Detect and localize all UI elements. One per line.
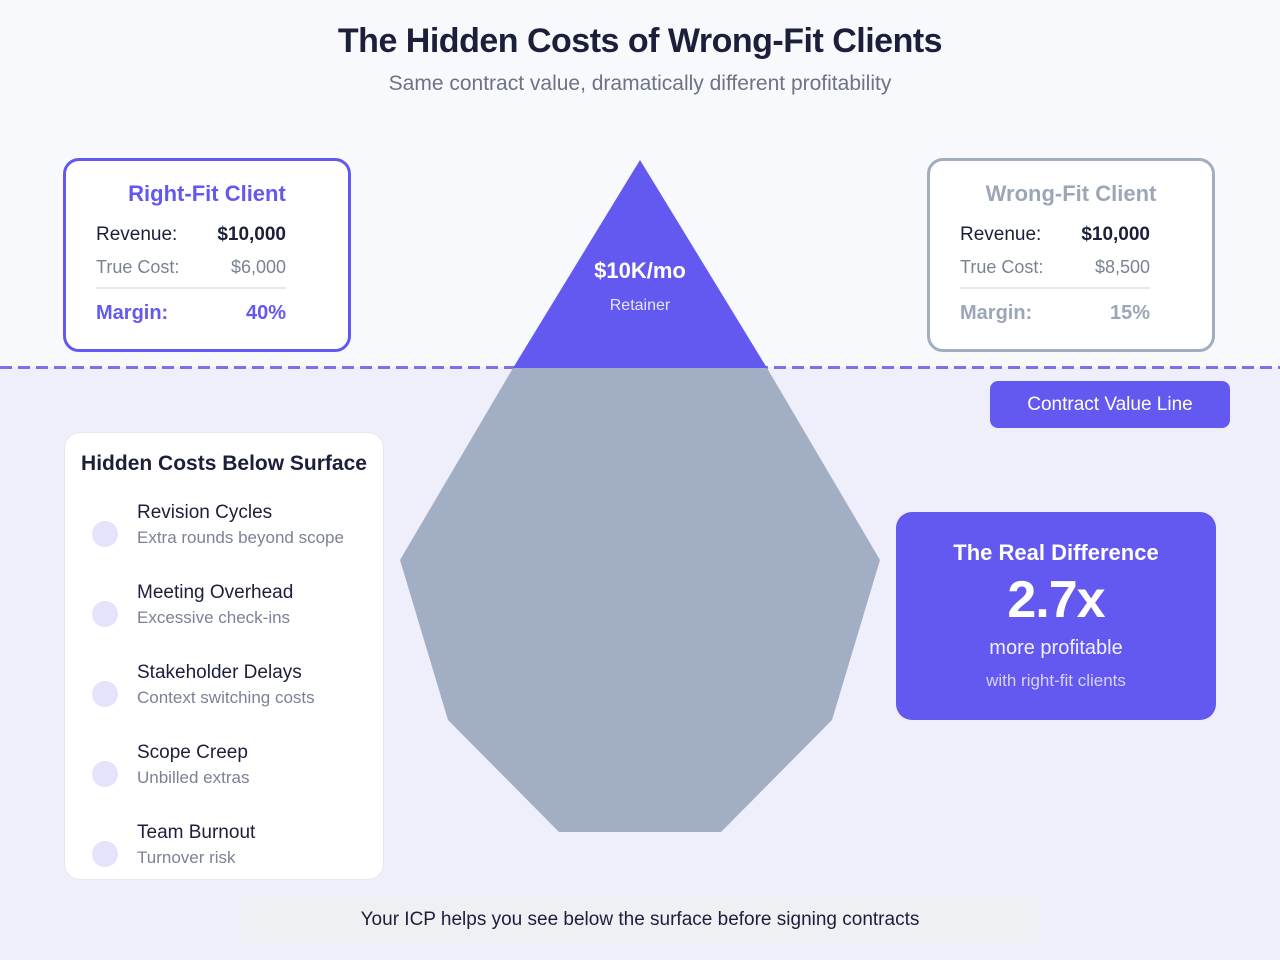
tip-value: $10K/mo [594,258,686,283]
margin-label: Margin: [960,302,1033,324]
hidden-costs-panel: Hidden Costs Below Surface Revision Cycl… [64,432,384,880]
wrong-fit-margin-row: Margin: 15% [960,302,1150,325]
revenue-value: $10,000 [1081,224,1150,245]
cost-description: Unbilled extras [137,768,250,787]
revenue-label: Revenue: [96,224,178,245]
list-item: Team Burnout Turnover risk [65,822,383,882]
cost-description: Turnover risk [137,848,236,867]
cost-description: Context switching costs [137,688,315,707]
right-fit-card: Right-Fit Client Revenue: $10,000 True C… [63,158,351,352]
cost-label: True Cost: [96,257,180,277]
list-item: Scope Creep Unbilled extras [65,742,383,802]
right-fit-revenue-row: Revenue: $10,000 [96,224,286,246]
right-fit-title: Right-Fit Client [128,181,286,206]
contract-value-line-label: Contract Value Line [990,381,1230,428]
cost-name: Meeting Overhead [137,582,294,603]
cost-value: $6,000 [230,257,286,277]
list-item: Stakeholder Delays Context switching cos… [65,662,383,722]
card-divider [96,287,286,289]
right-fit-margin-row: Margin: 40% [96,302,286,325]
list-item: Meeting Overhead Excessive check-ins [65,582,383,642]
revenue-label: Revenue: [960,224,1042,245]
margin-value: 40% [245,302,286,324]
page-subtitle: Same contract value, dramatically differ… [388,72,892,95]
cost-description: Extra rounds beyond scope [137,528,344,547]
bullet-dot-icon [92,681,118,707]
card-divider [960,287,1150,289]
difference-note: with right-fit clients [986,671,1126,690]
bullet-dot-icon [92,761,118,787]
difference-subtitle: more profitable [989,637,1123,659]
cost-name: Revision Cycles [137,502,273,523]
wrong-fit-cost-row: True Cost: $8,500 [960,257,1150,278]
bullet-dot-icon [92,601,118,627]
footer-note: Your ICP helps you see below the surface… [240,896,1040,944]
difference-value: 2.7x [1007,571,1105,629]
revenue-value: $10,000 [217,224,286,245]
hidden-costs-title: Hidden Costs Below Surface [81,452,367,475]
cost-name: Stakeholder Delays [137,662,302,683]
wrong-fit-title: Wrong-Fit Client [985,181,1157,206]
cost-value: $8,500 [1094,257,1150,277]
list-item: Revision Cycles Extra rounds beyond scop… [65,502,383,562]
iceberg-underwater [400,368,880,832]
wrong-fit-card: Wrong-Fit Client Revenue: $10,000 True C… [927,158,1215,352]
page-title: The Hidden Costs of Wrong-Fit Clients [337,22,943,60]
iceberg-tip [513,160,767,368]
bullet-dot-icon [92,521,118,547]
cost-name: Team Burnout [137,822,256,843]
wrong-fit-revenue-row: Revenue: $10,000 [960,224,1150,246]
bullet-dot-icon [92,841,118,867]
cost-name: Scope Creep [137,742,248,763]
cost-description: Excessive check-ins [137,608,291,627]
real-difference-card: The Real Difference 2.7x more profitable… [896,512,1216,720]
cost-label: True Cost: [960,257,1044,277]
margin-value: 15% [1109,302,1150,324]
difference-title: The Real Difference [953,540,1159,565]
margin-label: Margin: [96,302,169,324]
right-fit-cost-row: True Cost: $6,000 [96,257,286,278]
tip-label: Retainer [609,297,671,314]
